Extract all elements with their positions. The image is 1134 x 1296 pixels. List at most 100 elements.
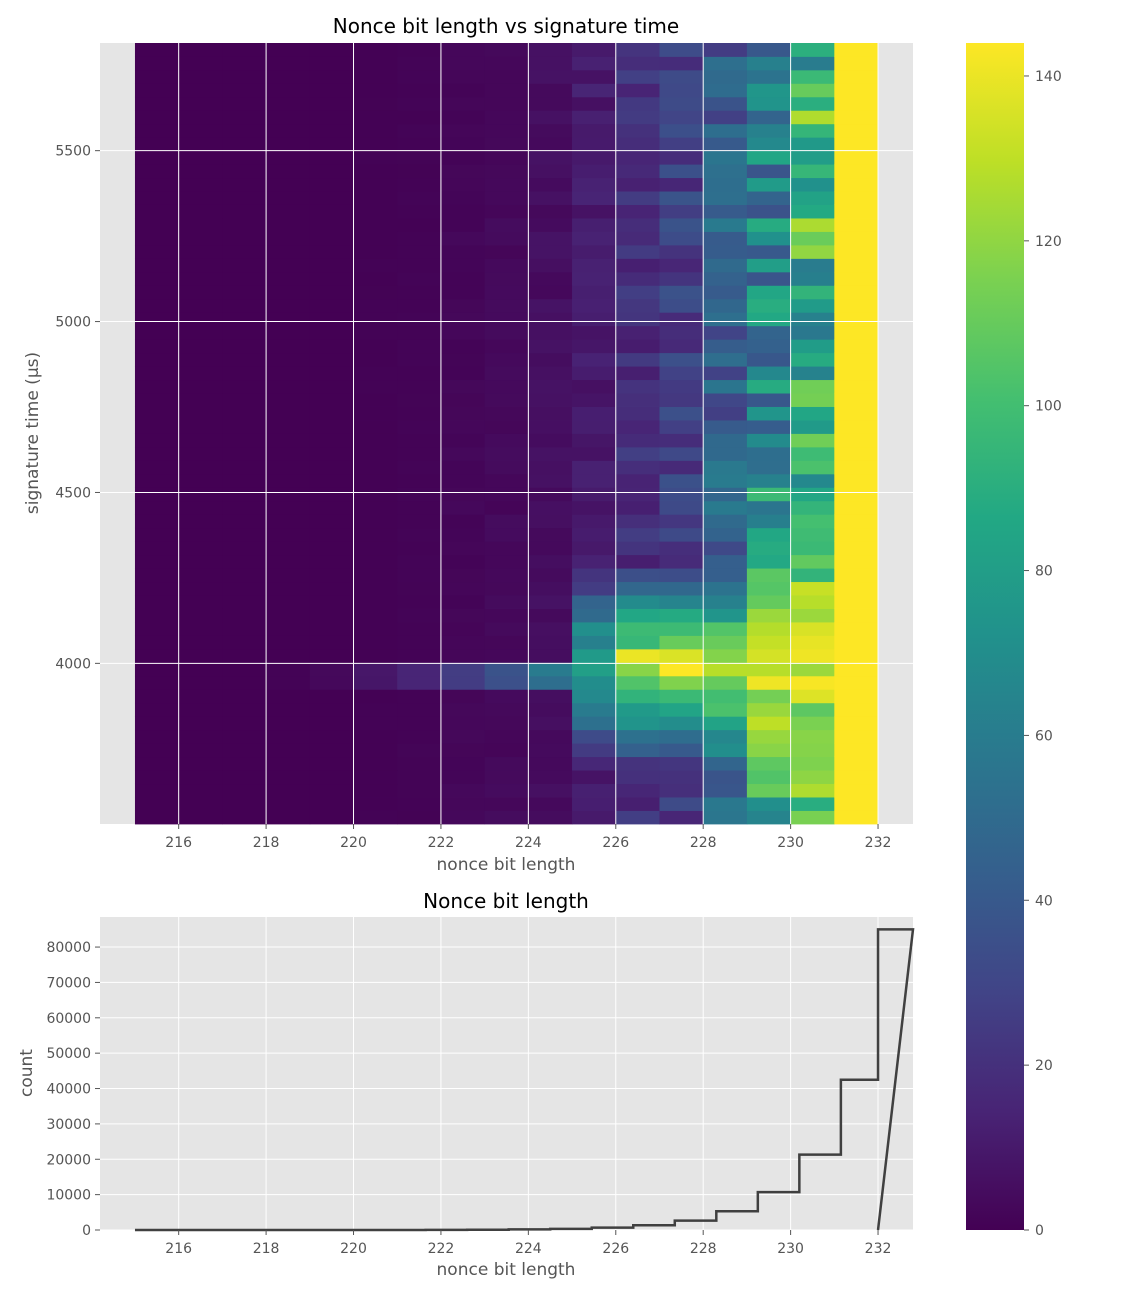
heatmap-cell (397, 231, 442, 246)
heatmap-cell (659, 393, 704, 407)
heatmap-cell (266, 204, 311, 219)
heatmap-cell (309, 635, 354, 650)
heatmap-cell (309, 810, 354, 825)
heatmap-y-axis-label: signature time (µs) (23, 352, 43, 514)
heatmap-cell (178, 514, 223, 529)
heatmap-cell (528, 500, 573, 515)
heatmap-cell (659, 379, 704, 394)
colorbar-gradient (966, 43, 1024, 1230)
heatmap-cell (790, 150, 835, 165)
heatmap-cell (659, 783, 704, 798)
heatmap-cell (615, 675, 660, 690)
heatmap-cell (528, 554, 573, 569)
heatmap-cell (222, 325, 267, 340)
heatmap-cell (484, 635, 529, 650)
heatmap-cell (440, 123, 486, 138)
heatmap-cell (659, 339, 704, 354)
heatmap-cell (484, 43, 529, 57)
heatmap-cell (790, 379, 835, 394)
heatmap-y-tick-label: 5000 (55, 315, 91, 331)
heatmap-cell (353, 702, 398, 717)
heatmap-cell (572, 312, 617, 327)
heatmap-cell (746, 204, 792, 219)
heatmap-cell (397, 689, 442, 704)
heatmap-cell (309, 298, 354, 313)
heatmap-cell (397, 69, 442, 84)
heatmap-cell (397, 635, 442, 650)
heatmap-cell (178, 500, 223, 515)
heatmap-cell (746, 473, 792, 488)
heatmap-cell (703, 433, 748, 448)
heatmap-cell (134, 810, 180, 825)
heatmap-cell (397, 393, 442, 407)
heatmap-cell (746, 366, 792, 381)
heatmap-cell (222, 473, 267, 488)
heatmap-cell (309, 487, 354, 502)
heatmap-cell (659, 702, 704, 717)
heatmap-cell (178, 729, 223, 744)
heatmap-cell (353, 43, 398, 57)
heatmap-cell (659, 756, 704, 771)
heatmap-cell (309, 662, 354, 677)
heatmap-cell (834, 218, 879, 232)
heatmap-cell (484, 352, 529, 367)
heatmap-cell (703, 325, 748, 340)
heatmap-cell (572, 150, 617, 165)
heatmap-cell (353, 756, 398, 771)
heatmap-cell (353, 420, 398, 434)
heatmap-cell (440, 783, 486, 798)
heatmap-cell (746, 352, 792, 367)
heatmap-cell (222, 137, 267, 152)
heatmap-cell (615, 150, 660, 165)
heatmap-cell (703, 339, 748, 354)
heatmap-cell (834, 298, 879, 313)
heatmap-cell (834, 96, 879, 111)
heatmap-cell (397, 150, 442, 165)
heatmap-cell (440, 608, 486, 623)
heatmap-cell (615, 96, 660, 111)
heatmap-cell (440, 810, 486, 825)
heatmap-cell (397, 191, 442, 205)
heatmap-cell (615, 446, 660, 461)
heatmap-cell (440, 716, 486, 731)
heatmap-cell (746, 648, 792, 663)
heatmap-cell (484, 541, 529, 556)
heatmap-cell (440, 743, 486, 758)
heatmap-cell (134, 473, 180, 488)
heatmap-cell (440, 406, 486, 421)
heatmap-cell (222, 622, 267, 636)
heatmap-cell (790, 541, 835, 556)
heatmap-cell (659, 69, 704, 84)
heatmap-cell (309, 527, 354, 542)
histogram-x-tick-label: 218 (253, 1241, 280, 1257)
heatmap-cell (615, 662, 660, 677)
heatmap-cell (353, 797, 398, 811)
heatmap-cell (746, 96, 792, 111)
heatmap-cell (659, 743, 704, 758)
heatmap-cell (528, 271, 573, 286)
heatmap-cell (528, 406, 573, 421)
heatmap-cell (572, 393, 617, 407)
heatmap-cell (266, 258, 311, 273)
heatmap-cell (834, 83, 879, 98)
heatmap-cell (572, 756, 617, 771)
heatmap-cell (353, 312, 398, 327)
heatmap-cell (440, 96, 486, 111)
heatmap-cell (222, 366, 267, 381)
histogram-x-tick-label: 230 (777, 1241, 804, 1257)
heatmap-cell (178, 541, 223, 556)
heatmap-cell (397, 164, 442, 179)
heatmap-cell (134, 285, 180, 300)
heatmap-cell (222, 191, 267, 205)
heatmap-cell (309, 150, 354, 165)
heatmap-cell (790, 137, 835, 152)
heatmap-cell (703, 258, 748, 273)
heatmap-cell (178, 420, 223, 434)
heatmap-cell (353, 608, 398, 623)
heatmap-cell (266, 648, 311, 663)
heatmap-cell (703, 150, 748, 165)
heatmap-cell (659, 675, 704, 690)
heatmap-cell (703, 716, 748, 731)
heatmap-cell (353, 298, 398, 313)
heatmap-cell (834, 460, 879, 475)
